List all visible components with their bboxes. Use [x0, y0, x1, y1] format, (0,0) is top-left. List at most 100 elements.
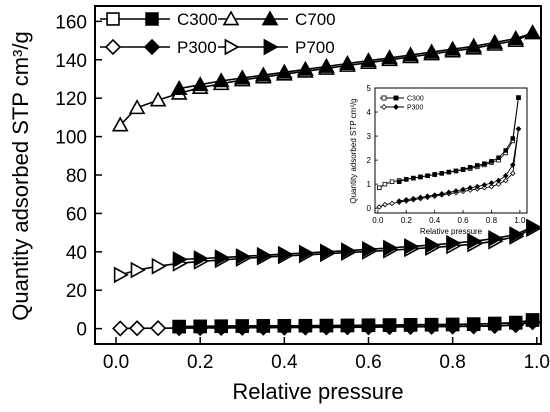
main-y-axis-label: Quantity adsorbed STP cm³/g	[8, 31, 33, 320]
inset-legend-item-c300: C300	[380, 96, 424, 103]
main-data-point	[425, 236, 441, 254]
main-y-tick-label: 160	[55, 12, 87, 33]
inset-data-point	[411, 175, 416, 181]
inset-data-point	[425, 173, 430, 179]
inset-data-point	[432, 172, 437, 177]
main-data-point	[339, 318, 356, 336]
inset-y-tick-label: 4	[367, 108, 372, 117]
inset-data-point	[515, 126, 522, 132]
inset-data-point	[396, 179, 402, 185]
main-x-axis-label: Relative pressure	[232, 379, 403, 404]
inset-data-point	[453, 168, 459, 174]
main-data-point	[524, 313, 541, 331]
main-y-tick-label: 80	[66, 166, 87, 187]
main-data-point	[275, 63, 293, 79]
inset-x-tick-label: 0.2	[401, 216, 413, 225]
inset-data-point	[510, 162, 516, 168]
main-data-point	[112, 320, 129, 337]
inset-x-tick-label: 0.4	[429, 216, 441, 225]
main-data-point	[256, 246, 272, 264]
main-y-tick-label: 100	[55, 128, 87, 149]
inset-axis-ticks: 0.0 0.2 0.4 0.6 0.8 1.0 0 1 2 3 4 5	[367, 84, 526, 225]
inset-data-point	[495, 177, 502, 184]
main-data-point	[341, 242, 357, 260]
main-data-point	[488, 230, 504, 247]
main-legend-label: P300	[177, 38, 217, 57]
inset-data-point	[475, 163, 480, 168]
main-data-point	[524, 24, 541, 40]
main-data-point	[172, 251, 188, 268]
inset-data-point	[495, 181, 502, 187]
main-data-point	[446, 234, 462, 252]
main-data-point	[465, 37, 483, 53]
inset-y-axis-label: Quantity adsorbed STP cm³/g	[349, 98, 358, 203]
main-data-point	[423, 43, 440, 59]
main-data-point	[444, 318, 461, 335]
main-data-point	[486, 317, 503, 334]
main-data-point	[486, 33, 504, 49]
main-y-tick-label: 60	[66, 204, 87, 225]
inset-data-point	[496, 155, 501, 160]
main-legend-item-c300: C300	[100, 10, 218, 29]
inset-data-point	[503, 148, 508, 153]
main-series-c700-desorption	[170, 24, 541, 95]
inset-y-tick-label: 5	[367, 84, 372, 93]
inset-data-point	[502, 177, 509, 184]
main-data-point	[339, 54, 356, 71]
inset-data-point	[467, 165, 473, 170]
main-data-point	[128, 99, 146, 115]
main-data-point	[276, 319, 293, 336]
inset-data-point	[516, 95, 521, 100]
inset-data-point	[382, 201, 388, 208]
inset-data-point	[396, 198, 402, 204]
inset-data-point	[403, 177, 409, 182]
main-legend-marker-open	[104, 38, 122, 56]
inset-data-point	[446, 169, 452, 175]
inset-data-point	[482, 161, 487, 166]
inset-data-point	[376, 185, 382, 191]
main-x-tick-label: 0.0	[103, 352, 129, 373]
main-series-line	[179, 32, 533, 90]
main-data-point	[192, 319, 209, 336]
inset-x-axis-label: Relative pressure	[420, 227, 483, 236]
main-series-c300-desorption	[172, 313, 540, 334]
main-data-point	[526, 218, 542, 236]
inset-series-layer	[376, 95, 522, 210]
inset-x-tick-label: 1.0	[514, 216, 526, 225]
main-y-tick-label: 40	[66, 243, 87, 264]
main-data-point	[402, 46, 419, 62]
main-legend-label: C700	[295, 10, 336, 29]
main-data-point	[149, 91, 167, 107]
main-data-point	[444, 40, 462, 56]
inset-legend-marker-solid	[393, 95, 399, 101]
main-data-point	[297, 319, 314, 336]
main-x-tick-label: 1.0	[524, 352, 550, 373]
inset-data-point	[410, 195, 417, 202]
inset-data-point	[418, 174, 423, 180]
main-data-point	[151, 257, 167, 275]
main-data-point	[423, 318, 440, 335]
main-y-tick-label: 120	[55, 89, 87, 110]
inset-data-point	[488, 180, 495, 186]
main-legend-marker-solid	[261, 10, 279, 26]
inset-data-point	[453, 188, 459, 194]
main-series-p300-desorption	[171, 313, 541, 336]
inset-legend-item-p300: P300	[380, 104, 423, 112]
main-data-point	[191, 76, 209, 92]
inset-y-tick-label: 3	[367, 132, 372, 141]
inset-series-c300-desorption	[396, 95, 521, 185]
inset-y-tick-label: 1	[367, 180, 372, 189]
inset-data-point	[510, 170, 516, 177]
inset-x-tick-label: 0.6	[458, 216, 470, 225]
inset-data-point	[460, 166, 466, 172]
main-series-layer	[111, 24, 542, 337]
main-legend-marker-solid	[263, 38, 279, 56]
inset-data-point	[439, 191, 445, 197]
main-data-point	[130, 261, 146, 279]
main-data-point	[383, 239, 399, 257]
inset-legend-marker-open	[381, 95, 387, 101]
main-legend-marker-open	[222, 10, 240, 26]
inset-data-point	[403, 197, 410, 203]
inset-legend: C300 P300	[380, 96, 424, 112]
main-x-tick-label: 0.8	[439, 352, 465, 373]
